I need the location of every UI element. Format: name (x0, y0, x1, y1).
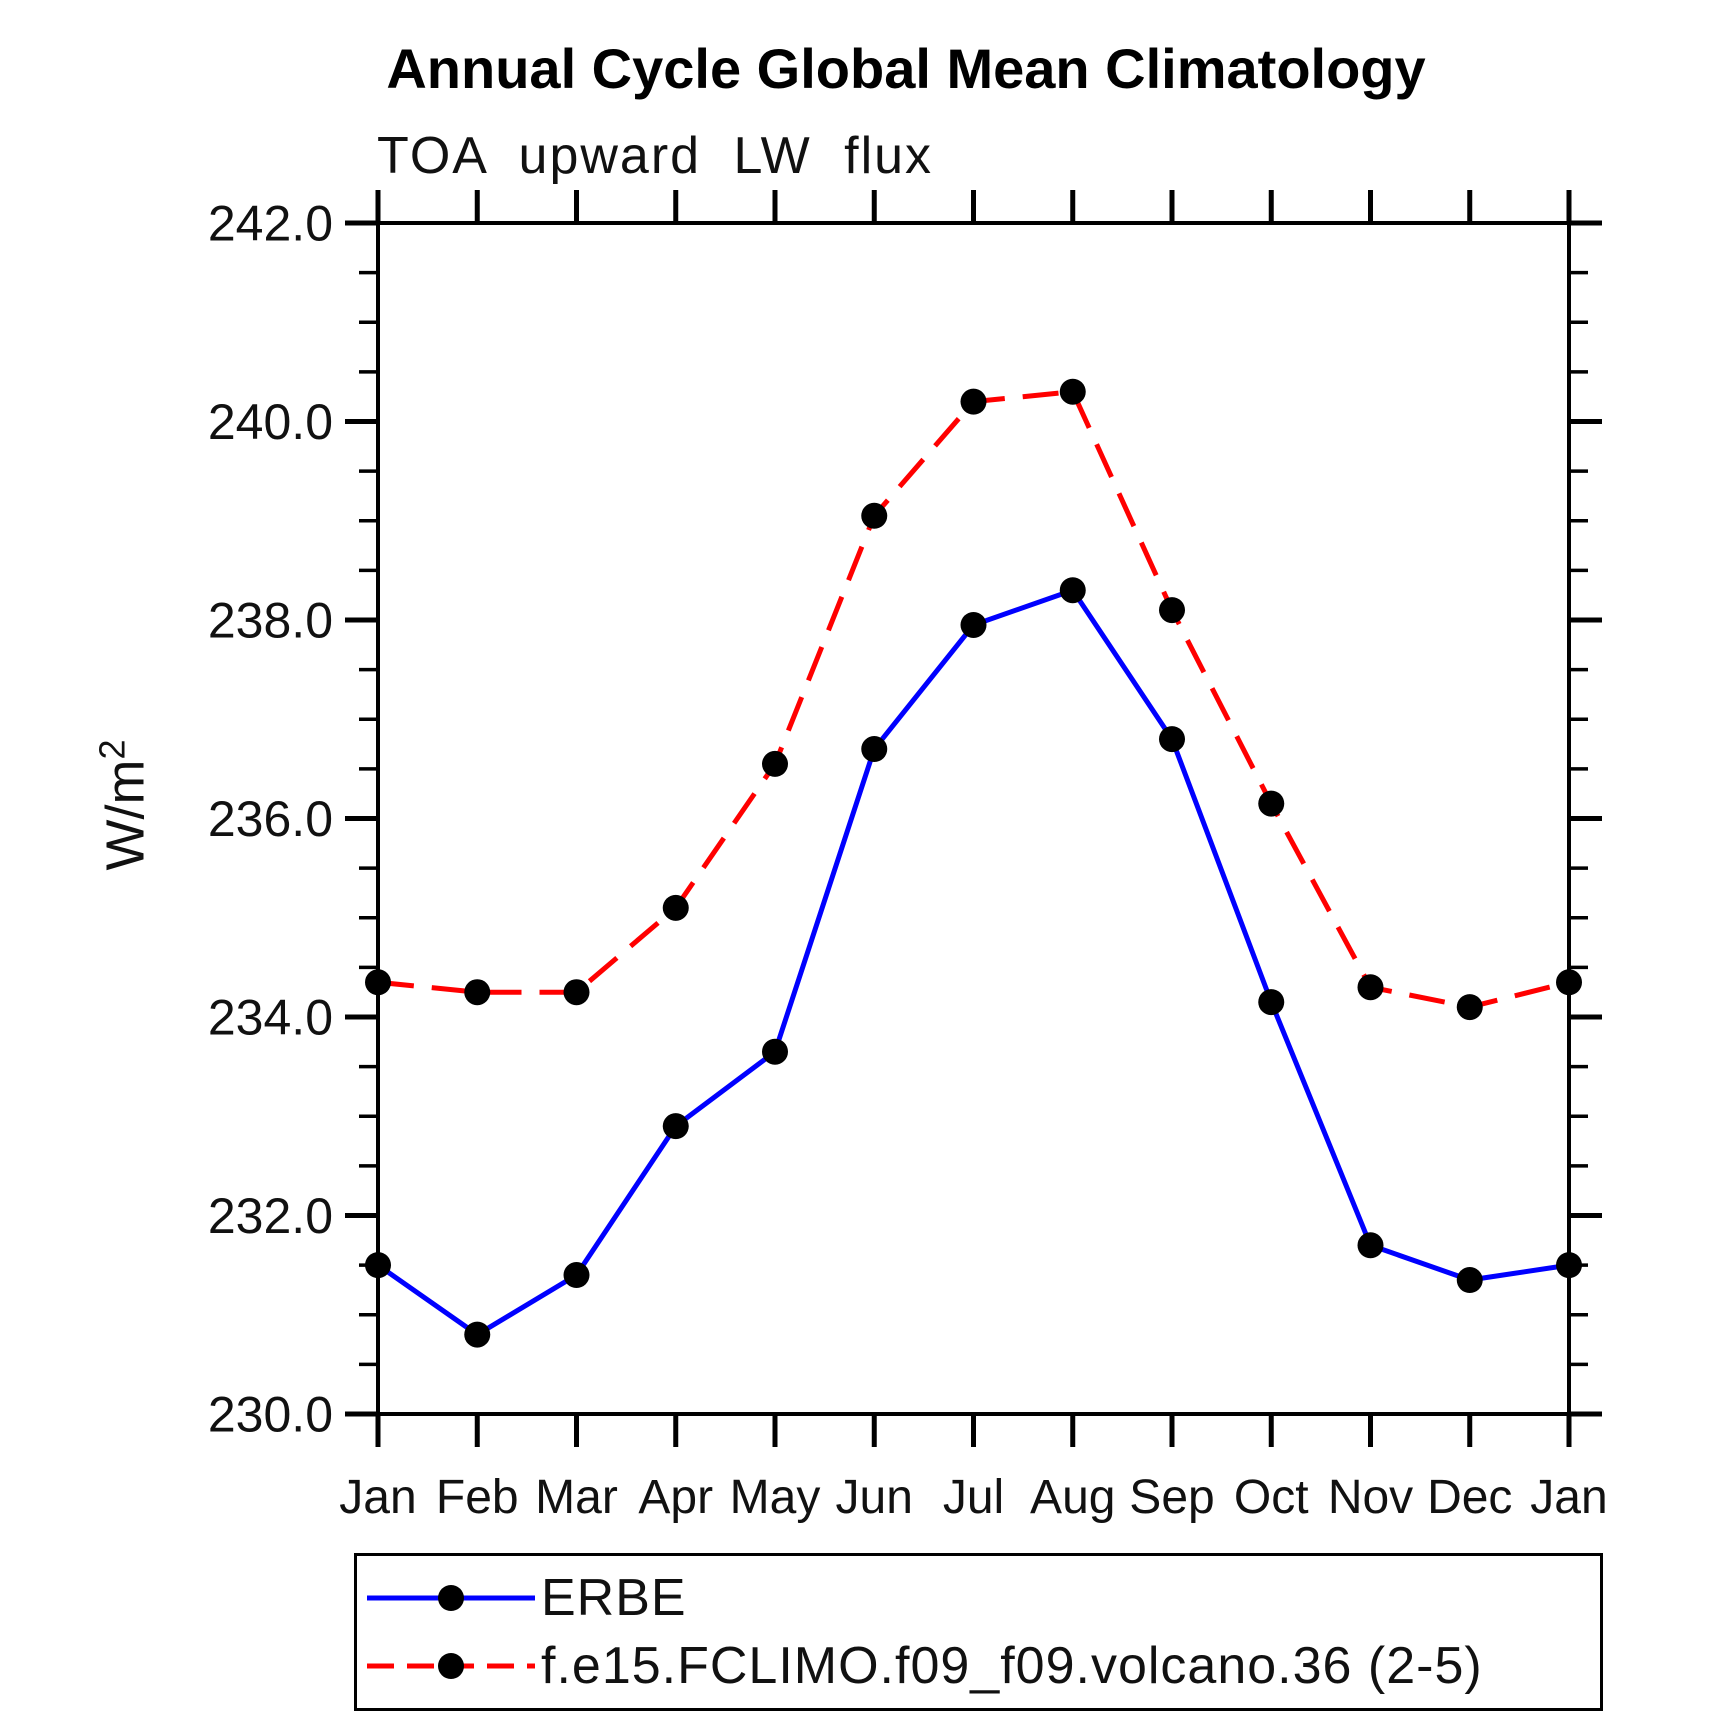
legend-label-erbe: ERBE (541, 1569, 687, 1627)
x-tick-label: Dec (1427, 1471, 1512, 1524)
chart-title: Annual Cycle Global Mean Climatology (386, 37, 1426, 100)
y-tick-label: 238.0 (208, 593, 333, 649)
series-0-marker (1258, 989, 1285, 1016)
y-axis-unit-exponent: 2 (91, 739, 133, 760)
x-tick-label: Sep (1129, 1471, 1214, 1524)
y-tick-label: 232.0 (208, 1188, 333, 1244)
series-0-marker (1059, 577, 1086, 604)
legend-row-model: f.e15.FCLIMO.f09_f09.volcano.36 (2-5) (357, 1640, 1600, 1692)
x-tick-label: Aug (1030, 1471, 1115, 1524)
x-tick-label: Jul (943, 1471, 1004, 1524)
legend-sample-model (367, 1653, 535, 1679)
series-1-marker (1059, 378, 1086, 405)
x-tick-label: Jun (836, 1471, 913, 1524)
x-tick-label: May (730, 1471, 821, 1524)
x-tick-label: Jan (339, 1471, 416, 1524)
y-tick-label: 242.0 (208, 196, 333, 252)
series-1-marker (1258, 790, 1285, 817)
legend-sample-erbe (367, 1585, 535, 1611)
series-1-line (377, 389, 1570, 1010)
series-0-marker (464, 1321, 491, 1348)
series-1-marker (1456, 994, 1483, 1021)
series-1-marker (365, 969, 391, 996)
chart-subtitle: TOA upward LW flux (377, 127, 934, 185)
series-0-marker (1159, 726, 1185, 753)
legend-box: ERBE f.e15.FCLIMO.f09_f09.volcano.36 (2-… (354, 1553, 1603, 1711)
series-1-marker (662, 894, 689, 921)
y-tick-label: 234.0 (208, 990, 333, 1046)
x-tick-label: Mar (535, 1471, 618, 1524)
x-tick-label: Feb (436, 1471, 519, 1524)
legend-label-model: f.e15.FCLIMO.f09_f09.volcano.36 (2-5) (541, 1637, 1483, 1695)
series-1-marker (960, 388, 987, 415)
series-0-marker (762, 1038, 788, 1065)
series-0-marker (563, 1262, 590, 1289)
series-0-marker (960, 611, 987, 638)
series-0-line (376, 587, 1570, 1338)
series-0-marker (662, 1113, 689, 1140)
x-tick-label: Apr (638, 1471, 713, 1524)
x-tick-label: Jan (1530, 1471, 1607, 1524)
x-tick-label: Oct (1234, 1471, 1309, 1524)
series-0-marker (365, 1252, 391, 1279)
series-1-marker (563, 979, 590, 1006)
y-tick-label: 240.0 (208, 394, 333, 450)
series-1-marker (1159, 597, 1185, 624)
y-axis-unit-base: W/m (95, 759, 156, 871)
series-1-marker (464, 979, 491, 1006)
y-tick-label: 230.0 (208, 1387, 333, 1443)
y-axis-unit-label: W/m2 (92, 740, 157, 871)
series-1-marker (1357, 974, 1384, 1001)
y-tick-label: 236.0 (208, 791, 333, 847)
series-1-marker (762, 750, 788, 777)
legend-row-erbe: ERBE (357, 1572, 1600, 1624)
series-0-marker (1556, 1252, 1582, 1279)
series-0-marker (861, 736, 888, 763)
series-1-marker (1556, 969, 1582, 996)
x-tick-label: Nov (1328, 1471, 1413, 1524)
series-0-marker (1456, 1267, 1483, 1294)
series-1-marker (861, 502, 888, 529)
series-0-marker (1357, 1232, 1384, 1259)
